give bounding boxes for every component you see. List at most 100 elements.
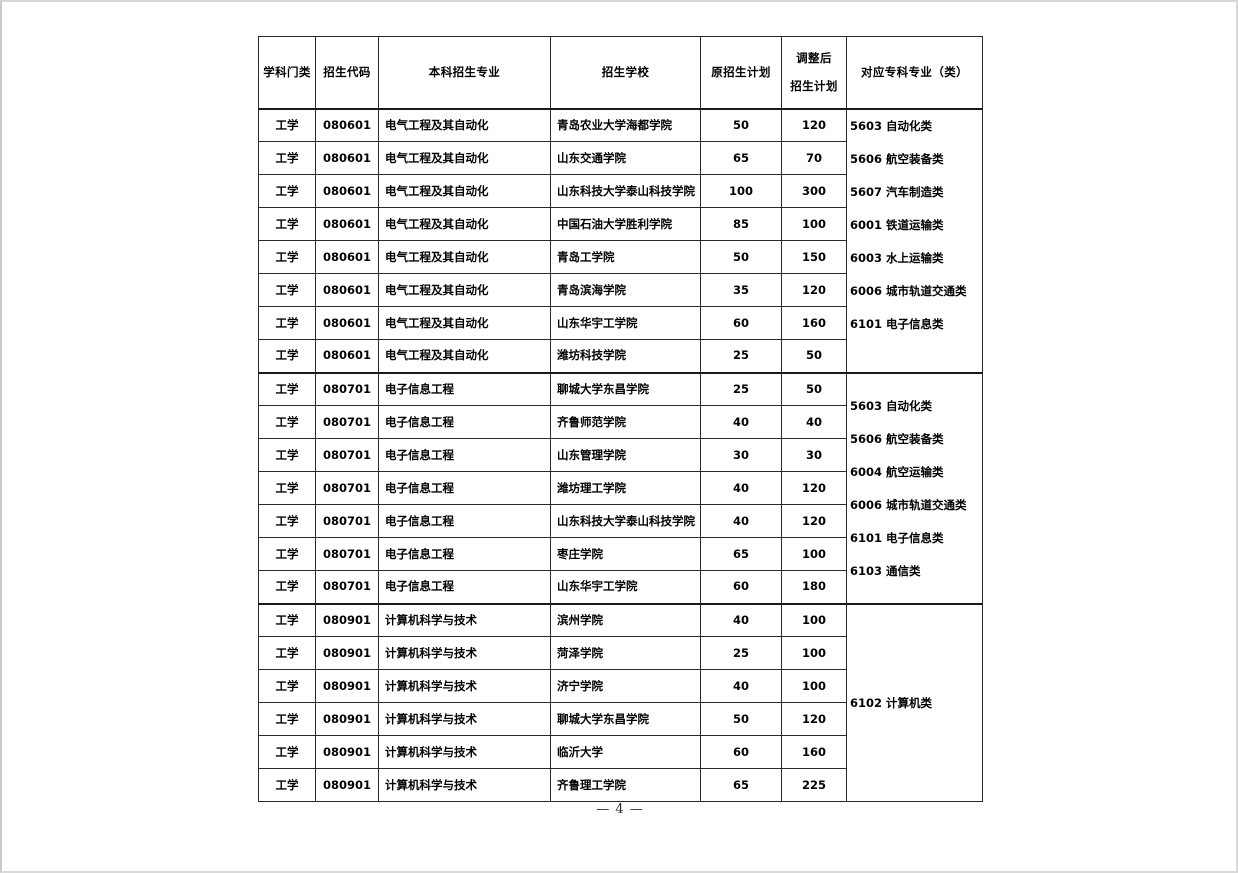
cell-admission-school: 济宁学院 <box>550 669 701 703</box>
cell-undergraduate-major: 电子信息工程 <box>378 371 551 406</box>
table-row: 工学 080601 电气工程及其自动化 中国石油大学胜利学院 85 100 <box>258 207 983 241</box>
cell-original-plan: 85 <box>700 207 782 241</box>
specialty-item: 6003 水上运输类 <box>850 250 944 265</box>
cell-adjusted-plan: 300 <box>781 174 847 208</box>
cell-admission-code: 080901 <box>315 669 379 703</box>
specialty-item: 6004 航空运输类 <box>850 464 944 479</box>
cell-original-plan: 40 <box>700 669 782 703</box>
specialty-item: 6101 电子信息类 <box>850 530 944 545</box>
specialty-item: 5603 自动化类 <box>850 398 933 413</box>
cell-adjusted-plan: 120 <box>781 702 847 736</box>
specialty-item: 6006 城市轨道交通类 <box>850 283 967 298</box>
cell-original-plan: 40 <box>700 405 782 439</box>
specialty-list: 6102 计算机类 <box>850 687 982 720</box>
cell-undergraduate-major: 电气工程及其自动化 <box>378 141 551 175</box>
cell-discipline-category: 工学 <box>258 405 316 439</box>
cell-admission-school: 潍坊科技学院 <box>550 339 701 373</box>
cell-original-plan: 40 <box>700 504 782 538</box>
table-body: 工学 080601 电气工程及其自动化 青岛农业大学海都学院 50 120 5603 自动化… <box>258 107 983 802</box>
column-header-adjusted-plan-line2: 招生计划 <box>790 78 838 93</box>
table-row: 工学 080601 电气工程及其自动化 青岛工学院 50 150 <box>258 240 983 274</box>
cell-original-plan: 35 <box>700 273 782 307</box>
cell-original-plan: 30 <box>700 438 782 472</box>
cell-undergraduate-major: 电气工程及其自动化 <box>378 306 551 340</box>
cell-adjusted-plan: 40 <box>781 405 847 439</box>
cell-admission-school: 青岛工学院 <box>550 240 701 274</box>
cell-adjusted-plan: 100 <box>781 207 847 241</box>
cell-corresponding-specialty-group: 5603 自动化类 5606 航空装备类 6004 航空运输类 6006 城市轨道交通… <box>846 371 983 604</box>
cell-admission-code: 080601 <box>315 207 379 241</box>
cell-original-plan: 65 <box>700 537 782 571</box>
cell-discipline-category: 工学 <box>258 438 316 472</box>
cell-admission-code: 080701 <box>315 471 379 505</box>
cell-discipline-category: 工学 <box>258 504 316 538</box>
table-row: 工学 080701 电子信息工程 齐鲁师范学院 40 40 <box>258 405 983 439</box>
table-row: 工学 080701 电子信息工程 枣庄学院 65 100 <box>258 537 983 571</box>
table-row: 工学 080901 计算机科学与技术 聊城大学东昌学院 50 120 <box>258 702 983 736</box>
table-row: 工学 080701 电子信息工程 聊城大学东昌学院 25 50 5603 自动化类 5606 … <box>258 371 983 604</box>
cell-admission-code: 080601 <box>315 174 379 208</box>
cell-original-plan: 25 <box>700 371 782 406</box>
cell-undergraduate-major: 计算机科学与技术 <box>378 768 551 802</box>
column-header-corresponding-specialty: 对应专科专业（类） <box>846 36 983 109</box>
cell-admission-school: 青岛农业大学海都学院 <box>550 107 701 142</box>
cell-admission-code: 080701 <box>315 438 379 472</box>
cell-undergraduate-major: 电子信息工程 <box>378 405 551 439</box>
cell-admission-school: 枣庄学院 <box>550 537 701 571</box>
cell-discipline-category: 工学 <box>258 471 316 505</box>
cell-discipline-category: 工学 <box>258 174 316 208</box>
cell-adjusted-plan: 50 <box>781 339 847 373</box>
cell-original-plan: 40 <box>700 471 782 505</box>
page-number: — 4 — <box>596 802 644 817</box>
cell-admission-school: 山东交通学院 <box>550 141 701 175</box>
cell-adjusted-plan: 160 <box>781 306 847 340</box>
cell-original-plan: 50 <box>700 107 782 142</box>
table-row: 工学 080601 电气工程及其自动化 青岛农业大学海都学院 50 120 5603 自动化… <box>258 107 983 373</box>
cell-discipline-category: 工学 <box>258 141 316 175</box>
cell-admission-code: 080901 <box>315 602 379 637</box>
column-header-adjusted-plan-line1: 调整后 <box>796 51 832 66</box>
admission-plan-table-wrapper: 学科门类 招生代码 本科招生专业 招生学校 原招生计划 调整后 招生计划 对应专… <box>258 36 983 802</box>
cell-adjusted-plan: 120 <box>781 107 847 142</box>
cell-admission-school: 滨州学院 <box>550 602 701 637</box>
cell-discipline-category: 工学 <box>258 570 316 604</box>
cell-corresponding-specialty-group: 5603 自动化类 5606 航空装备类 5607 汽车制造类 6001 铁道运输类 6… <box>846 107 983 373</box>
cell-discipline-category: 工学 <box>258 768 316 802</box>
cell-admission-school: 潍坊理工学院 <box>550 471 701 505</box>
column-header-admission-school: 招生学校 <box>550 36 701 109</box>
cell-discipline-category: 工学 <box>258 602 316 637</box>
table-row: 工学 080901 计算机科学与技术 菏泽学院 25 100 <box>258 636 983 670</box>
cell-adjusted-plan: 100 <box>781 537 847 571</box>
cell-admission-code: 080601 <box>315 273 379 307</box>
cell-admission-school: 山东科技大学泰山科技学院 <box>550 504 701 538</box>
cell-adjusted-plan: 180 <box>781 570 847 604</box>
table-row: 工学 080601 电气工程及其自动化 山东交通学院 65 70 <box>258 141 983 175</box>
cell-adjusted-plan: 120 <box>781 273 847 307</box>
cell-original-plan: 65 <box>700 768 782 802</box>
table-row: 工学 080601 电气工程及其自动化 山东科技大学泰山科技学院 100 300 <box>258 174 983 208</box>
cell-adjusted-plan: 100 <box>781 669 847 703</box>
cell-admission-school: 青岛滨海学院 <box>550 273 701 307</box>
cell-admission-school: 齐鲁师范学院 <box>550 405 701 439</box>
cell-undergraduate-major: 电气工程及其自动化 <box>378 240 551 274</box>
specialty-list: 5603 自动化类 5606 航空装备类 6004 航空运输类 6006 城市轨道交通… <box>850 390 982 588</box>
cell-admission-code: 080701 <box>315 405 379 439</box>
cell-undergraduate-major: 计算机科学与技术 <box>378 702 551 736</box>
cell-original-plan: 100 <box>700 174 782 208</box>
cell-adjusted-plan: 225 <box>781 768 847 802</box>
specialty-item: 6102 计算机类 <box>850 695 933 710</box>
table-row: 工学 080701 电子信息工程 山东华宇工学院 60 180 <box>258 570 983 604</box>
cell-undergraduate-major: 电子信息工程 <box>378 504 551 538</box>
cell-discipline-category: 工学 <box>258 371 316 406</box>
cell-adjusted-plan: 50 <box>781 371 847 406</box>
cell-original-plan: 25 <box>700 636 782 670</box>
cell-original-plan: 40 <box>700 602 782 637</box>
cell-admission-code: 080701 <box>315 371 379 406</box>
cell-original-plan: 60 <box>700 735 782 769</box>
cell-admission-code: 080901 <box>315 702 379 736</box>
specialty-item: 5603 自动化类 <box>850 118 933 133</box>
cell-original-plan: 60 <box>700 570 782 604</box>
table-header-row: 学科门类 招生代码 本科招生专业 招生学校 原招生计划 调整后 招生计划 对应专… <box>258 36 983 109</box>
specialty-item: 5606 航空装备类 <box>850 431 944 446</box>
specialty-item: 5607 汽车制造类 <box>850 184 944 199</box>
